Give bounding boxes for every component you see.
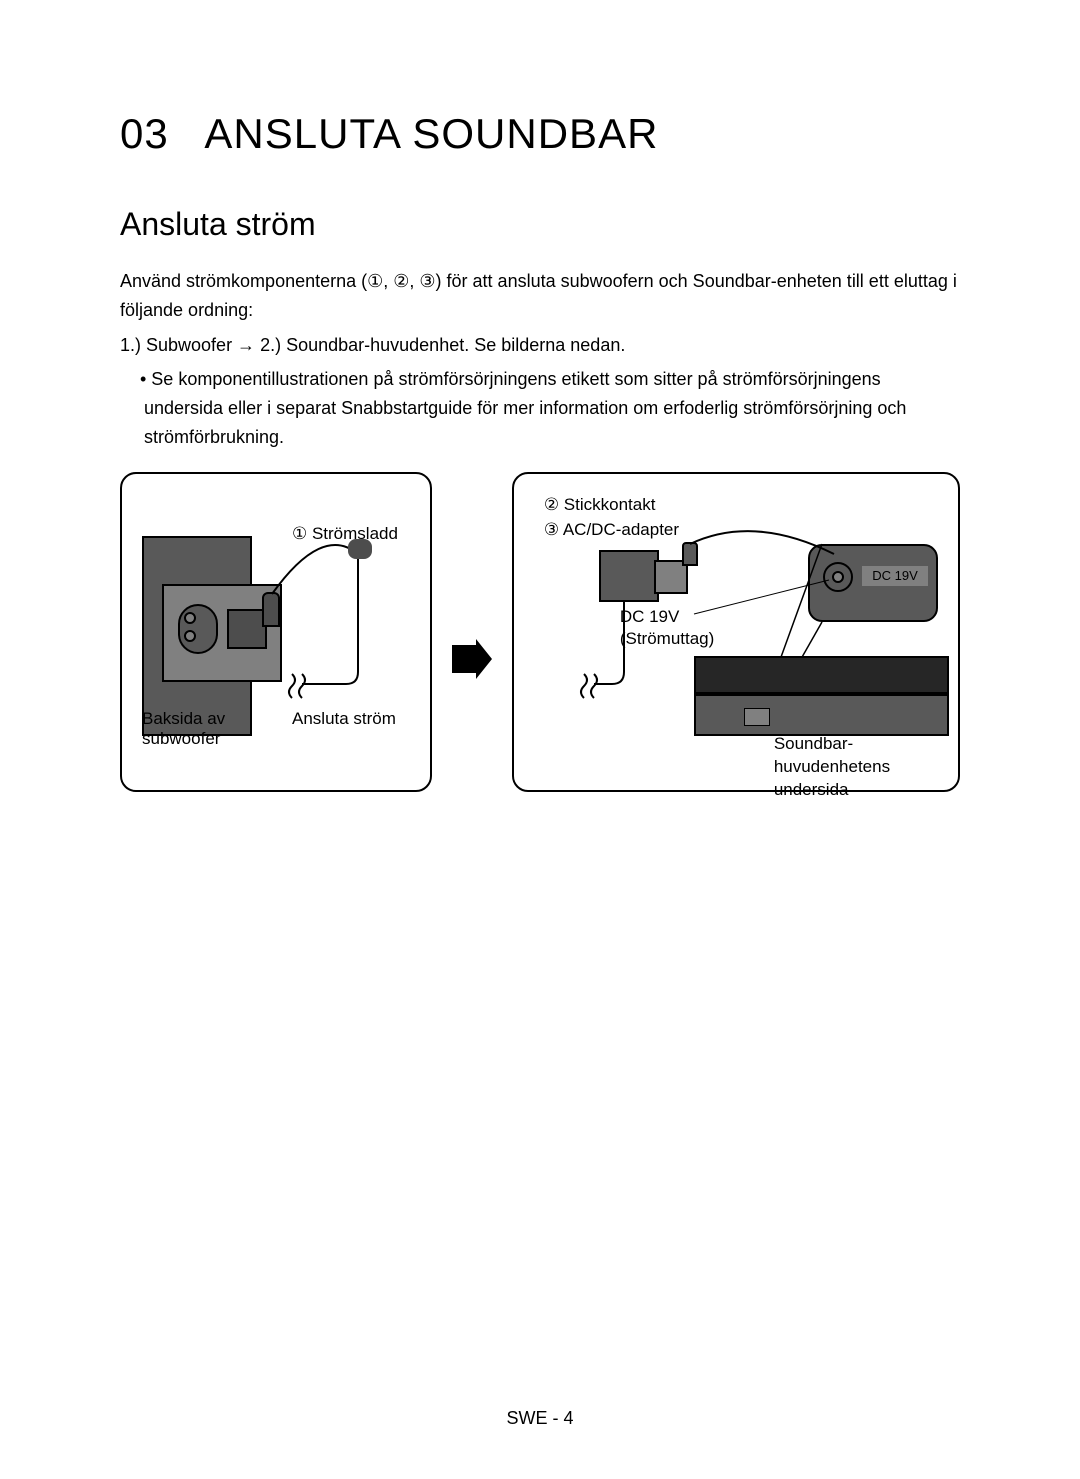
section-title: 03 ANSLUTA SOUNDBAR (120, 110, 960, 158)
paragraph-line2a: 1.) Subwoofer → 2.) Soundbar-huvudenhet.… (120, 331, 960, 360)
zoom-lines-icon (514, 474, 974, 794)
arrow-right-icon (452, 639, 492, 684)
diagram-container: ① Strömsladd Baksida av subwoofer Anslut… (120, 472, 960, 792)
page-footer: SWE - 4 (506, 1408, 573, 1429)
right-bottom-label: Soundbar- huvudenhetens undersida (774, 710, 890, 802)
left-label-br: Ansluta ström (292, 709, 396, 729)
paragraph-line1: Använd strömkomponenterna (①, ②, ③) för … (120, 267, 960, 325)
diagram-left-box: ① Strömsladd Baksida av subwoofer Anslut… (120, 472, 432, 792)
cable-ferrite-icon (348, 539, 372, 559)
section-title-text: ANSLUTA SOUNDBAR (204, 110, 658, 157)
section-number: 03 (120, 110, 169, 157)
soundbar-underside-dark (694, 656, 949, 694)
diagram-right-box: ② Stickkontakt ③ AC/DC-adapter DC 19V (S… (512, 472, 960, 792)
right-bottom-label-text: Soundbar- huvudenhetens undersida (774, 734, 890, 799)
paragraph-line2b: • Se komponentillustrationen på strömför… (144, 365, 960, 451)
soundbar-port (744, 708, 770, 726)
subsection-title: Ansluta ström (120, 206, 960, 243)
left-label-bl: Baksida av subwoofer (142, 709, 225, 749)
